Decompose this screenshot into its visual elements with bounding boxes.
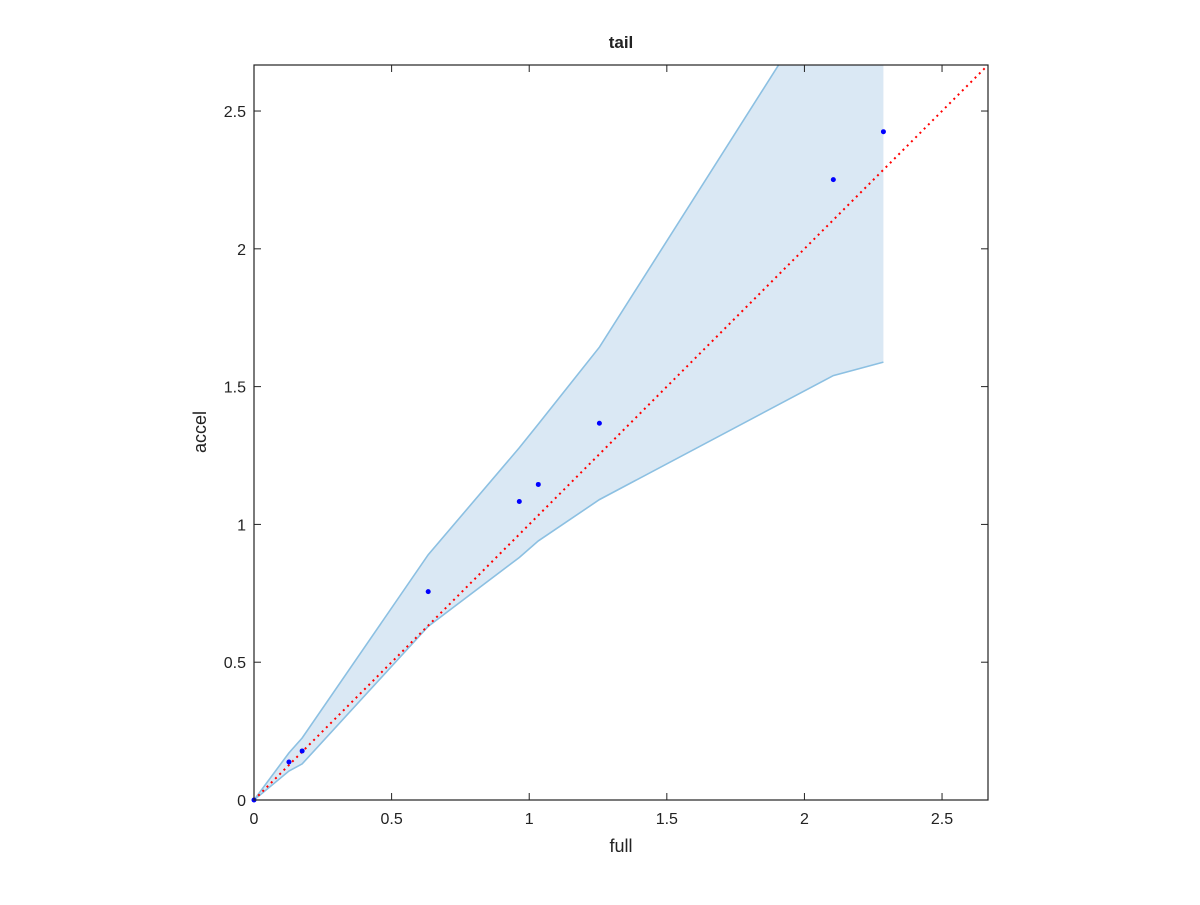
data-point xyxy=(286,759,292,765)
band-fill xyxy=(254,65,884,800)
data-point xyxy=(299,748,305,754)
x-tick-label: 0.5 xyxy=(380,811,402,828)
data-point xyxy=(535,481,541,487)
y-tick-label: 0.5 xyxy=(224,655,246,672)
x-tick-label: 1 xyxy=(525,811,534,828)
x-tick-label: 0 xyxy=(250,811,259,828)
x-tick-label: 1.5 xyxy=(656,811,678,828)
chart-title: tail xyxy=(609,33,634,52)
band-edge xyxy=(254,361,884,800)
y-tick-label: 2.5 xyxy=(224,104,246,121)
x-axis-label: full xyxy=(609,836,632,856)
data-point xyxy=(830,177,836,183)
data-point xyxy=(596,420,602,426)
axes-box xyxy=(253,64,989,801)
y-tick-label: 1.5 xyxy=(224,380,246,397)
y-tick-label: 0 xyxy=(237,793,246,810)
data-point xyxy=(880,129,886,135)
data-point xyxy=(516,499,522,505)
reference-line xyxy=(254,65,988,800)
data-point xyxy=(425,589,431,595)
y-tick-label: 2 xyxy=(237,242,246,259)
x-tick-label: 2 xyxy=(800,811,809,828)
y-tick-label: 1 xyxy=(237,517,246,534)
x-tick-label: 2.5 xyxy=(931,811,953,828)
plot-area xyxy=(254,65,988,800)
band-edge xyxy=(254,65,780,800)
y-axis-label: accel xyxy=(190,411,210,453)
